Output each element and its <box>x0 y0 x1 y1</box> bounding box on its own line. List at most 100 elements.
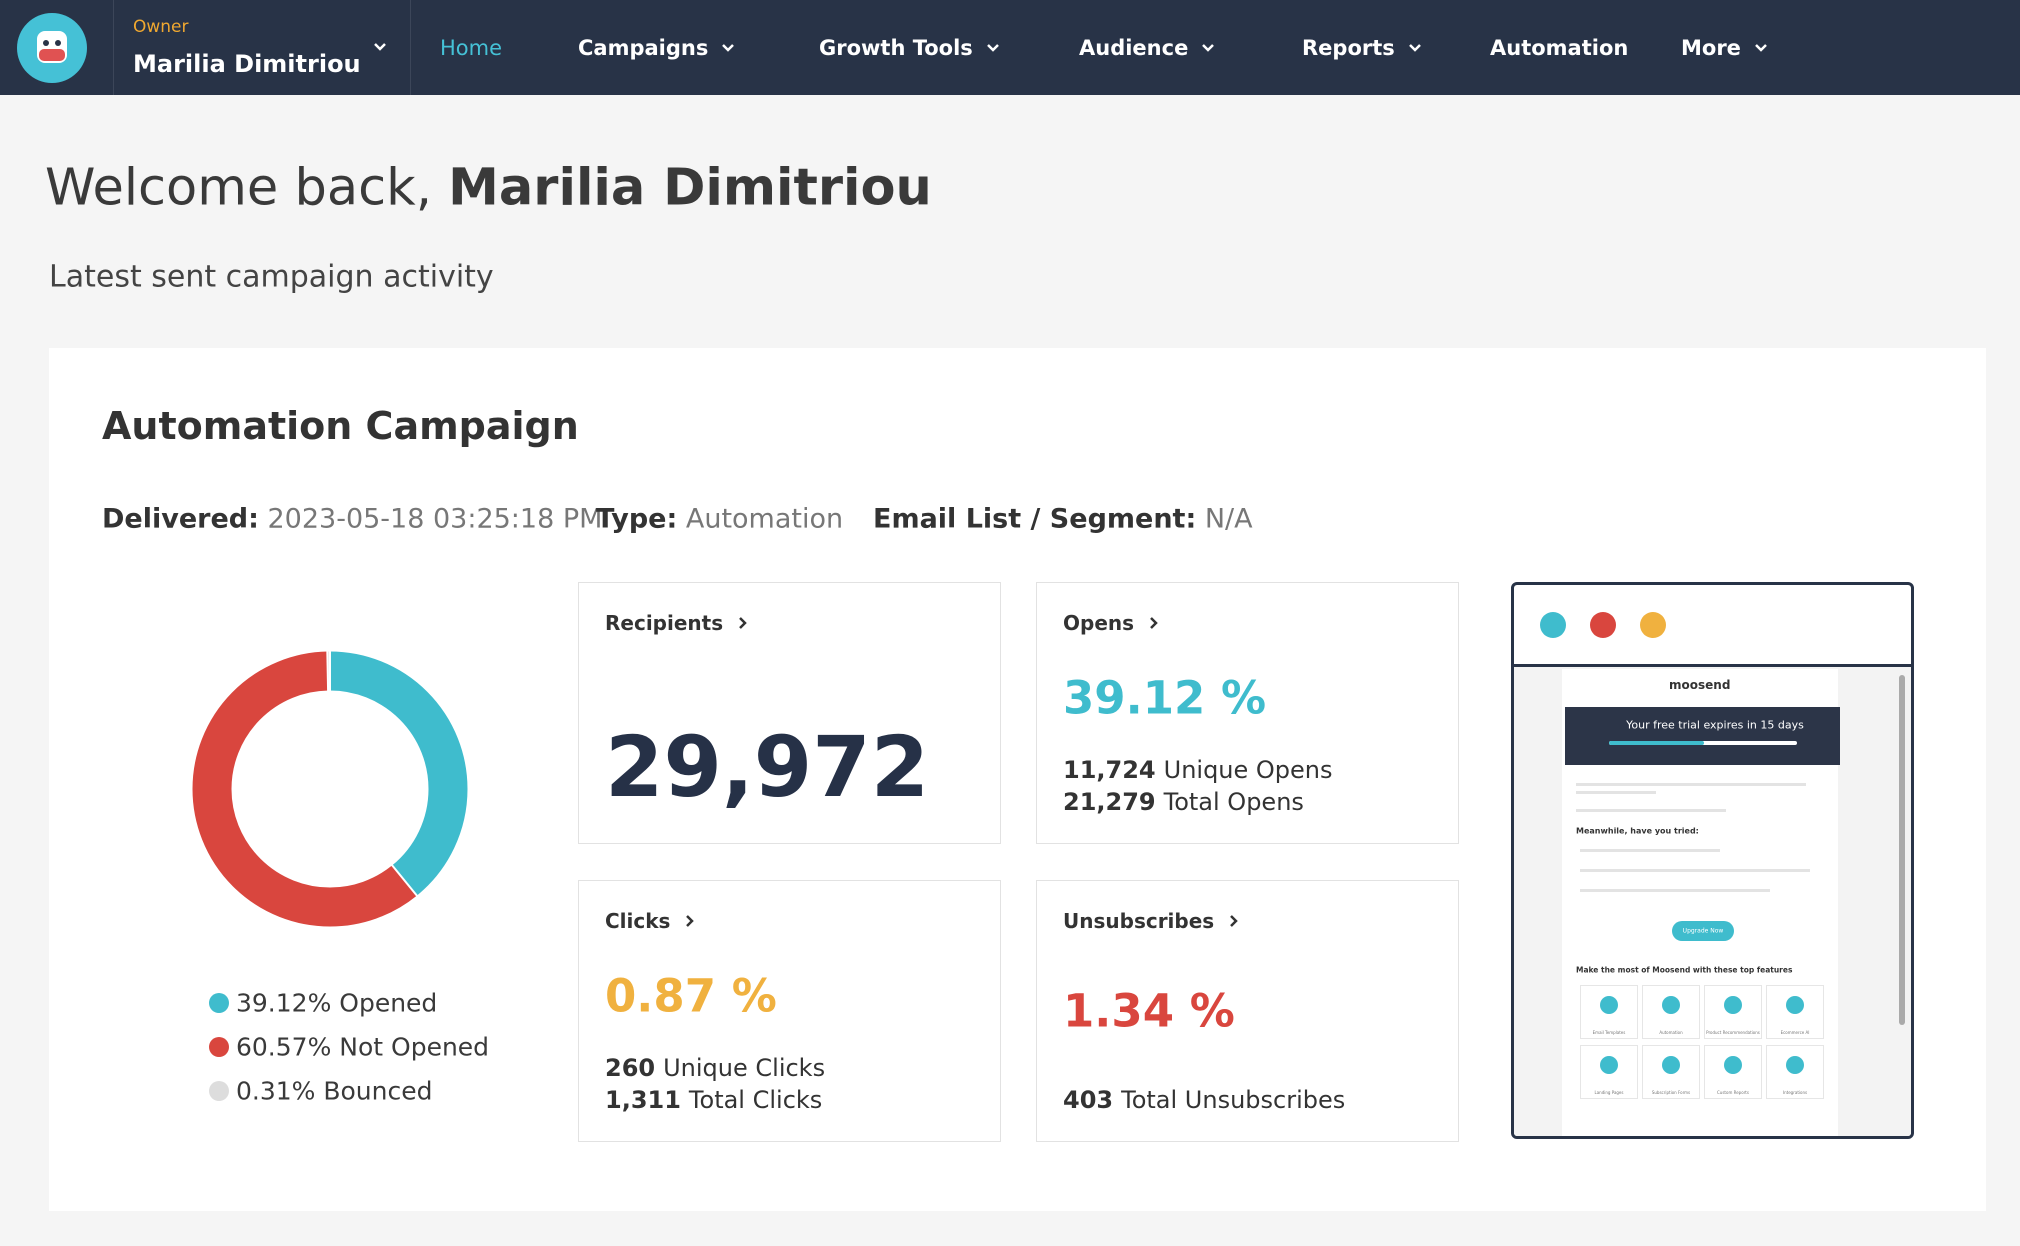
segment-divider <box>391 864 419 898</box>
chevron-path <box>1202 44 1215 52</box>
chevron-path <box>1230 915 1238 927</box>
meta-label: Email List / Segment: <box>873 503 1197 535</box>
chevron <box>739 617 747 629</box>
legend-dot <box>209 1037 229 1057</box>
stat-title-text: Unsubscribes <box>1063 909 1215 933</box>
stat-rate: 39.12 % <box>1063 671 1267 725</box>
chevron-path <box>986 44 999 52</box>
chevron-path <box>1755 44 1767 52</box>
feature-icon <box>1786 996 1804 1014</box>
chevron-path <box>722 44 735 52</box>
stat-line-label: Total Opens <box>1163 788 1304 816</box>
stat-box[interactable]: Unsubscribes 1.34 % 403 Total Unsubscribes <box>1036 880 1459 1142</box>
meta-label: Delivered: <box>102 503 259 535</box>
campaign-card: Automation Campaign Delivered: 2023-05-1… <box>49 348 1986 1211</box>
legend-dot <box>209 993 229 1013</box>
meta-item: Delivered: 2023-05-18 03:25:18 PM <box>102 504 602 535</box>
stat-box[interactable]: Recipients 29,972 <box>578 582 1001 844</box>
nav-item[interactable]: Reports <box>1302 36 1421 60</box>
stat-line-label: Unique Opens <box>1163 756 1333 784</box>
nav-item-label: Audience <box>1079 36 1189 60</box>
stat-line-value: 1,311 <box>605 1086 681 1114</box>
nav-item[interactable]: Home <box>440 36 502 60</box>
nav-item[interactable]: Campaigns <box>578 36 735 60</box>
preview-features-title: Make the most of Moosend with these top … <box>1576 965 1793 975</box>
stat-title-text: Clicks <box>605 909 671 933</box>
feature-label: Email Templates <box>1592 1030 1626 1035</box>
nav-item-label: Home <box>440 36 503 60</box>
stat-title: Recipients <box>605 611 749 635</box>
email-preview[interactable]: moosend Your free trial expires in 15 da… <box>1511 582 1914 1139</box>
preview-heading: Meanwhile, have you tried: <box>1576 826 1699 836</box>
chevron <box>1230 915 1238 927</box>
stat-title-text: Opens <box>1063 611 1135 635</box>
preview-feature: Email Templates <box>1580 985 1638 1039</box>
nav-item-label: Growth Tools <box>819 36 973 60</box>
chevron <box>722 44 735 52</box>
nav-item[interactable]: More <box>1681 36 1767 60</box>
chevron <box>686 915 695 927</box>
nav-item-label: Automation <box>1490 36 1629 60</box>
donut-chart <box>192 650 468 927</box>
chevron-path <box>1408 44 1421 52</box>
stat-box[interactable]: Opens 39.12 % 11,724 Unique Opens 21,279 Tota… <box>1036 582 1459 844</box>
feature-icon <box>1600 996 1618 1014</box>
legend-label: 0.31% Bounced <box>236 1076 433 1106</box>
feature-label: Ecommerce AI <box>1780 1030 1810 1035</box>
feature-icon <box>1786 1056 1804 1074</box>
stat-title: Unsubscribes <box>1063 909 1240 933</box>
chevron-path <box>739 617 747 629</box>
welcome: Welcome back, Marilia Dimitriou <box>45 159 932 218</box>
chevron <box>1755 44 1767 52</box>
stat-line-value: 260 <box>605 1054 656 1082</box>
stat-line: 403 Total Unsubscribes <box>1063 1086 1345 1114</box>
owner-label: Owner <box>133 17 189 37</box>
stat-line-value: 403 <box>1063 1086 1114 1114</box>
feature-icon <box>1600 1056 1618 1074</box>
meta-value: N/A <box>1204 503 1253 535</box>
chevron <box>1150 617 1158 629</box>
stat-title: Opens <box>1063 611 1160 635</box>
stat-title-text: Recipients <box>605 611 724 635</box>
preview-button: Upgrade Now <box>1682 927 1724 935</box>
stat-line-value: 11,724 <box>1063 756 1156 784</box>
nav-item[interactable]: Audience <box>1079 36 1215 60</box>
chevron-path <box>686 915 695 927</box>
meta-item: Type: Automation <box>596 504 843 535</box>
legend-label: 60.57% Not Opened <box>236 1032 490 1062</box>
preview-feature: Ecommerce AI <box>1766 985 1824 1039</box>
feature-label: Automation <box>1659 1030 1683 1035</box>
preview-feature: Automation <box>1642 985 1700 1039</box>
stat-title: Clicks <box>605 909 696 933</box>
segment-divider <box>326 650 330 692</box>
stat-line-value: 21,279 <box>1063 788 1156 816</box>
legend-dot <box>209 1081 229 1101</box>
stat-line-label: Total Unsubscribes <box>1121 1086 1346 1114</box>
nav-item-label: Campaigns <box>578 36 709 60</box>
nav-item-label: Reports <box>1302 36 1395 60</box>
chevron-path <box>1150 617 1158 629</box>
logo[interactable] <box>17 13 87 83</box>
preview-feature: Landing Pages <box>1580 1045 1638 1099</box>
donut-segment[interactable] <box>192 651 468 927</box>
owner-name[interactable]: Marilia Dimitriou <box>133 50 361 78</box>
stat-line: 21,279 Total Opens <box>1063 788 1304 816</box>
nav-item[interactable]: Automation <box>1490 36 1628 60</box>
stat-box[interactable]: Clicks 0.87 % 260 Unique Clicks 1,311 Total C… <box>578 880 1001 1142</box>
meta-item: Email List / Segment: N/A <box>873 504 1253 535</box>
preview-feature: Product Recommendations <box>1704 985 1762 1039</box>
owner-dropdown[interactable] <box>373 41 387 53</box>
stat-rate: 0.87 % <box>605 969 777 1023</box>
stat-line-label: Unique Clicks <box>663 1054 826 1082</box>
stat-line: 260 Unique Clicks <box>605 1054 825 1082</box>
chevron <box>1202 44 1215 52</box>
nav-item[interactable]: Growth Tools <box>819 36 999 60</box>
meta-label: Type: <box>596 503 678 535</box>
stat-value: 29,972 <box>605 718 930 816</box>
welcome-prefix: Welcome back, <box>45 158 432 218</box>
preview-feature: Custom Reports <box>1704 1045 1762 1099</box>
chevron <box>986 44 999 52</box>
feature-label: Landing Pages <box>1594 1090 1624 1095</box>
